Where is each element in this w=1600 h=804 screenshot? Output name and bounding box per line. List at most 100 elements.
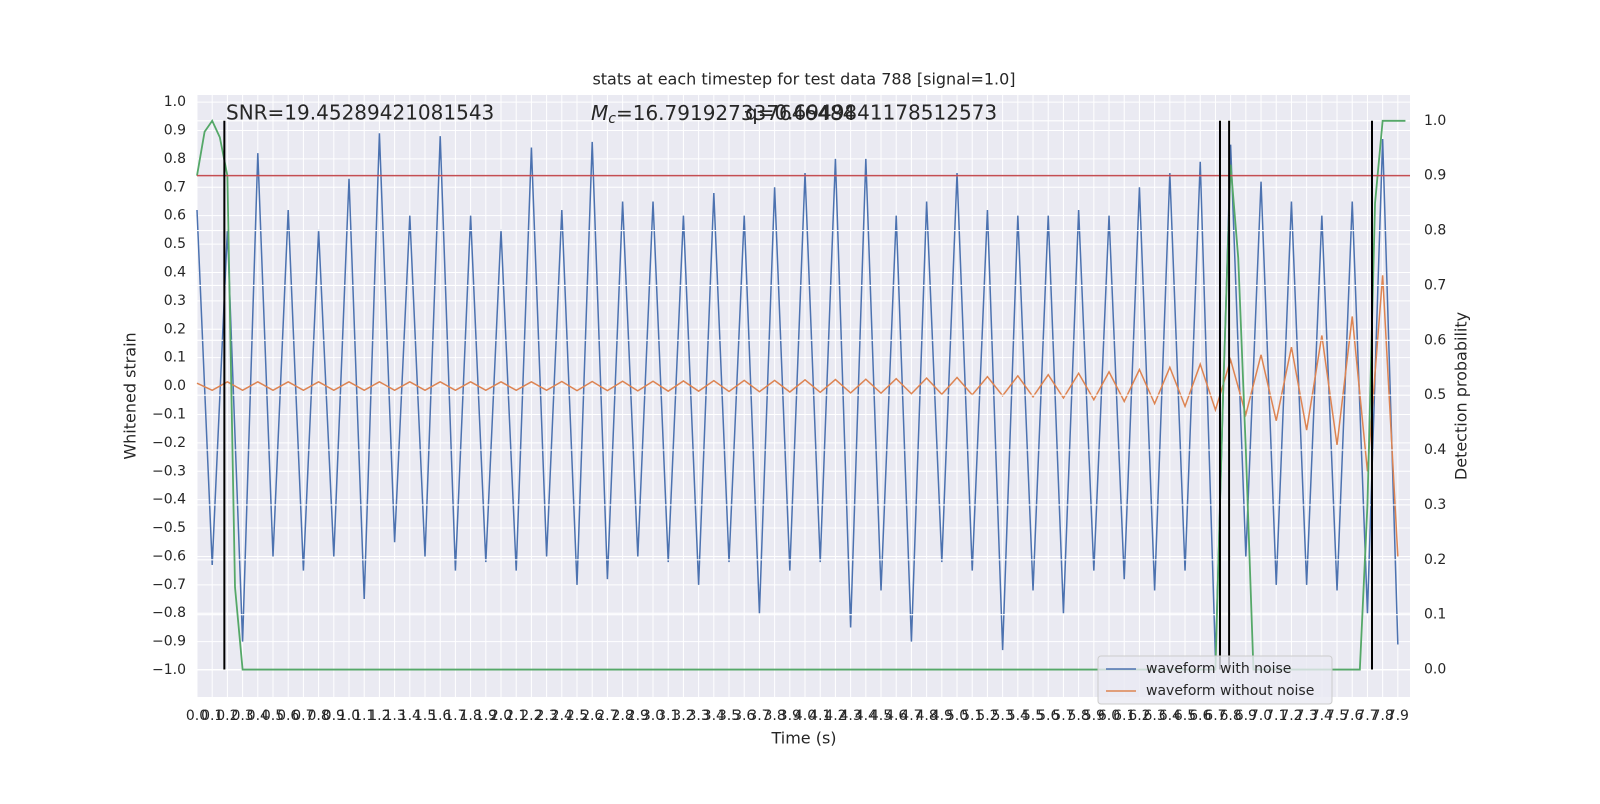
x-tick-label: 5.3: [991, 708, 1013, 724]
x-tick-label: 0.0: [186, 708, 208, 724]
x-tick-label: 5.7: [1052, 708, 1074, 724]
y2-tick-label: 0.4: [1424, 442, 1446, 458]
y-tick-label: 0.6: [164, 208, 186, 224]
legend-label: waveform with noise: [1146, 661, 1291, 677]
x-tick-label: 3.1: [657, 708, 679, 724]
x-tick-label: 3.2: [672, 708, 694, 724]
y2-tick-label: 0.6: [1424, 332, 1446, 348]
x-tick-label: 6.4: [1159, 708, 1181, 724]
x-tick-label: 5.5: [1022, 708, 1044, 724]
x-tick-label: 7.3: [1296, 708, 1318, 724]
x-tick-label: 6.8: [1220, 708, 1242, 724]
x-tick-label: 4.3: [839, 708, 861, 724]
x-tick-label: 4.4: [855, 708, 877, 724]
x-tick-label: 3.0: [642, 708, 664, 724]
y-tick-label: −1.0: [152, 662, 186, 678]
y-tick-label: −0.8: [152, 605, 186, 621]
series-line: [196, 133, 1399, 659]
x-tick-label: 0.6: [277, 708, 299, 724]
x-tick-label: 7.6: [1341, 708, 1363, 724]
marks: [196, 118, 1410, 671]
x-tick-label: 2.9: [627, 708, 649, 724]
legend-label: waveform without noise: [1146, 683, 1314, 699]
x-tick-label: 6.1: [1113, 708, 1135, 724]
x-tick-label: 2.2: [520, 708, 542, 724]
x-tick-label: 7.5: [1326, 708, 1348, 724]
y2-tick-label: 0.9: [1424, 168, 1446, 184]
legend-box: [1097, 655, 1333, 705]
x-tick-label: 7.0: [1250, 708, 1272, 724]
labels: stats at each timestep for test data 788…: [121, 70, 1471, 748]
x-tick-label: 7.7: [1356, 708, 1378, 724]
y2-tick-label: 0.2: [1424, 552, 1446, 568]
x-tick-label: 2.8: [611, 708, 633, 724]
x-tick-label: 2.7: [596, 708, 618, 724]
y2-tick-label: 0.3: [1424, 497, 1446, 513]
y2-tick-label: 0.8: [1424, 223, 1446, 239]
x-tick-label: 4.9: [931, 708, 953, 724]
mc-annotation: Mc=16.791927337646484: [591, 101, 855, 128]
x-tick-label: 4.6: [885, 708, 907, 724]
y-tick-label: 0.0: [164, 378, 186, 394]
x-tick-label: 6.7: [1204, 708, 1226, 724]
x-tick-label: 2.4: [551, 708, 573, 724]
x-tick-label: 6.5: [1174, 708, 1196, 724]
y-tick-label: 0.1: [164, 350, 186, 366]
x-axis-label: Time (s): [770, 729, 836, 748]
x-tick-label: 6.9: [1235, 708, 1257, 724]
y-tick-label: −0.7: [152, 577, 186, 593]
x-tick-label: 6.3: [1143, 708, 1165, 724]
x-tick-label: 6.0: [1098, 708, 1120, 724]
x-tick-label: 5.0: [946, 708, 968, 724]
y-tick-label: 0.9: [164, 122, 186, 138]
y-tick-label: −0.6: [152, 548, 186, 564]
x-tick-label: 0.3: [231, 708, 253, 724]
x-tick-label: 1.0: [338, 708, 360, 724]
x-tick-label: 4.1: [809, 708, 831, 724]
snr-annotation: SNR=19.45289421081543: [226, 101, 494, 125]
x-tick-label: 7.2: [1280, 708, 1302, 724]
x-tick-label: 1.2: [368, 708, 390, 724]
x-tick-label: 3.4: [703, 708, 725, 724]
x-tick-label: 3.7: [748, 708, 770, 724]
y-tick-label: 0.8: [164, 151, 186, 167]
x-tick-label: 1.8: [459, 708, 481, 724]
mc-subscript: c: [608, 111, 616, 127]
y-axis-label: Whitened strain: [121, 332, 140, 459]
y2-tick-label: 0.5: [1424, 387, 1446, 403]
x-tick-label: 6.6: [1189, 708, 1211, 724]
x-tick-label: 7.1: [1265, 708, 1287, 724]
x-tick-label: 3.6: [733, 708, 755, 724]
x-tick-label: 0.1: [201, 708, 223, 724]
y-tick-label: −0.5: [152, 520, 186, 536]
x-tick-label: 0.7: [292, 708, 314, 724]
x-tick-label: 6.2: [1128, 708, 1150, 724]
y2-tick-label: 1.0: [1424, 113, 1446, 129]
y-tick-label: −0.9: [152, 634, 186, 650]
y2-tick-label: 0.7: [1424, 277, 1446, 293]
x-tick-label: 4.2: [824, 708, 846, 724]
series-line: [196, 275, 1399, 557]
x-tick-label: 4.5: [870, 708, 892, 724]
y-tick-label: 0.3: [164, 293, 186, 309]
x-tick-label: 3.9: [779, 708, 801, 724]
x-tick-label: 3.8: [763, 708, 785, 724]
x-tick-label: 5.1: [961, 708, 983, 724]
x-tick-label: 2.6: [581, 708, 603, 724]
y-tick-label: 0.7: [164, 179, 186, 195]
x-tick-label: 5.6: [1037, 708, 1059, 724]
x-tick-label: 4.8: [915, 708, 937, 724]
x-tick-label: 5.8: [1067, 708, 1089, 724]
x-tick-label: 5.9: [1083, 708, 1105, 724]
x-tick-label: 2.1: [505, 708, 527, 724]
y-tick-label: 0.4: [164, 264, 186, 280]
x-tick-label: 3.3: [687, 708, 709, 724]
mc-symbol: M: [591, 101, 608, 125]
x-tick-label: 7.4: [1311, 708, 1333, 724]
x-tick-label: 3.5: [718, 708, 740, 724]
x-tick-label: 1.7: [444, 708, 466, 724]
x-tick-label: 4.7: [900, 708, 922, 724]
x-tick-label: 0.9: [323, 708, 345, 724]
